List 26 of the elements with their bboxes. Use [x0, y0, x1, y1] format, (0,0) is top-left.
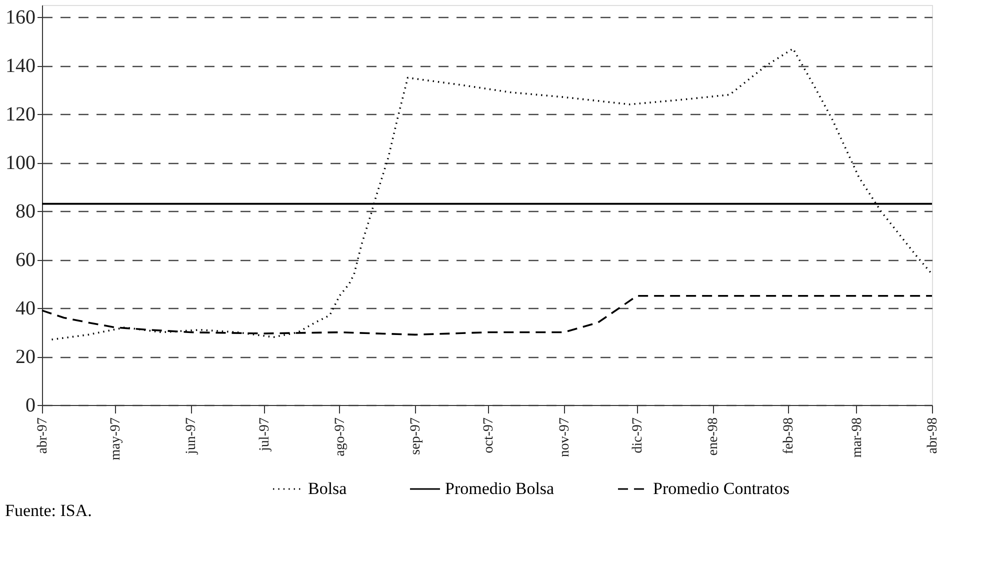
x-tick-label: oct-97 — [482, 418, 497, 454]
legend-label: Promedio Bolsa — [445, 479, 555, 498]
legend-label: Bolsa — [308, 479, 348, 498]
x-tick-label: jul-97 — [257, 418, 272, 452]
y-tick-label: 60 — [16, 249, 36, 272]
y-tick-label: 160 — [6, 6, 36, 29]
y-tick-label: 80 — [16, 200, 36, 223]
y-tick-label: 20 — [16, 346, 36, 368]
x-tick-label: abr-97 — [36, 418, 50, 454]
x-tick-label: nov-97 — [557, 418, 572, 458]
x-tick-label: feb-98 — [782, 418, 797, 454]
x-tick-label: abr-98 — [926, 418, 940, 454]
y-tick-label: 0 — [26, 394, 36, 416]
y-tick-label: 100 — [6, 152, 36, 174]
x-tick-label: ene-98 — [706, 418, 722, 456]
y-tick-label: 40 — [16, 298, 36, 320]
x-tick-label: mar-98 — [850, 418, 865, 458]
x-tick-label: may-97 — [108, 418, 124, 460]
x-tick-label: jun-97 — [184, 418, 200, 456]
x-tick-label: ago-97 — [332, 418, 348, 456]
source-note: Fuente: ISA. — [5, 501, 92, 520]
legend-label: Promedio Contratos — [653, 479, 790, 498]
x-tick-label: dic-97 — [630, 418, 646, 454]
y-tick-label: 120 — [6, 104, 36, 126]
x-tick-label: sep-97 — [408, 418, 424, 455]
y-tick-label: 140 — [6, 55, 36, 78]
